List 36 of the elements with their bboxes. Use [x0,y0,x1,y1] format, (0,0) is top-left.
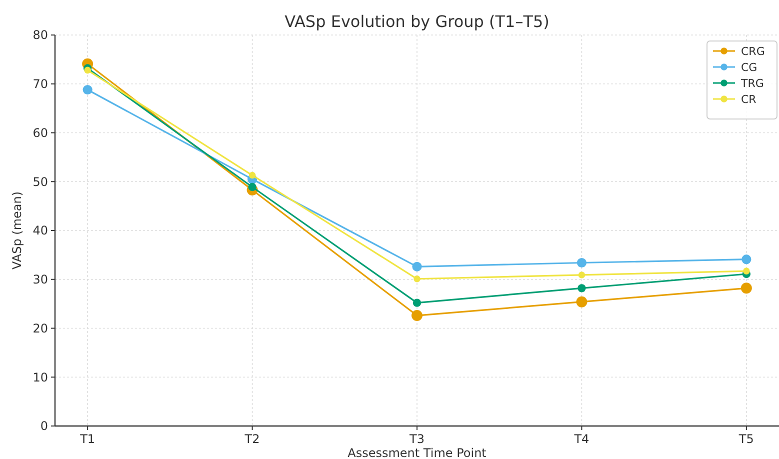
point [248,172,256,179]
point [576,258,587,268]
x-tick-label: T4 [573,432,590,446]
legend-label: CRG [741,45,765,58]
point [412,310,422,322]
point [578,272,586,278]
point [742,254,752,264]
y-tick-label: 30 [32,272,48,287]
chart-title: VASp Evolution by Group (T1–T5) [284,12,550,31]
y-tick-label: 60 [32,126,48,140]
point [82,84,92,95]
point [576,296,588,308]
x-axis-title: Assessment Time Point [348,446,487,459]
y-tick-label: 80 [32,28,48,42]
legend-label: TRG [740,77,764,90]
x-tick-label: T2 [244,432,260,446]
x-tick-label: T5 [738,432,754,446]
y-tick-label: 0 [40,419,48,434]
point [740,282,752,294]
y-tick-label: 50 [32,174,48,189]
point [414,275,420,282]
y-tick-label: 70 [32,77,48,92]
point [743,268,750,274]
x-tick-label: T3 [408,432,424,446]
y-tick-label: 40 [32,224,48,238]
x-tick-label: T1 [79,432,96,446]
legend-label: CR [741,93,757,106]
y-tick-label: 20 [32,321,48,336]
legend-label: CG [741,61,758,74]
y-axis-title: VASp (mean) [10,191,24,270]
point [248,182,256,192]
y-tick-label: 10 [32,370,48,384]
point [578,284,586,292]
point [412,262,422,272]
point [84,66,91,74]
point [412,298,422,307]
